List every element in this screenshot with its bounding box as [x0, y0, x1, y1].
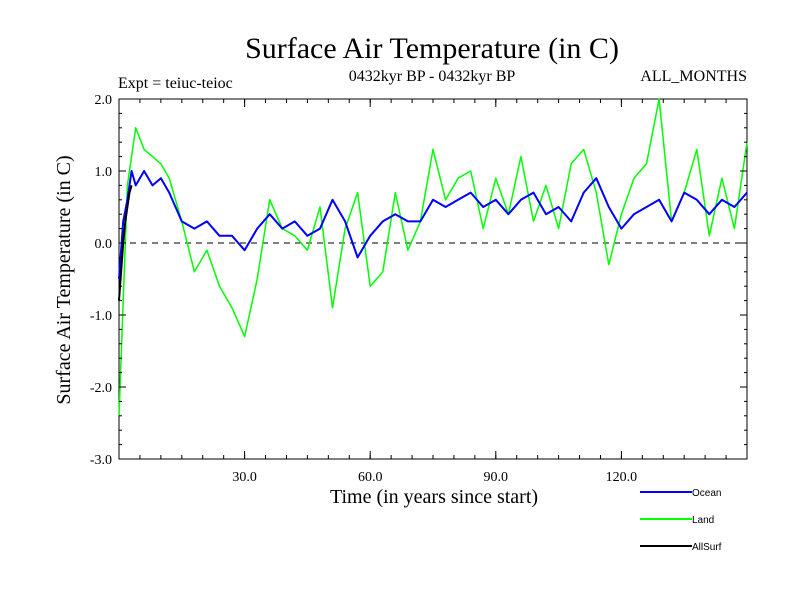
months-label: ALL_MONTHS	[640, 68, 747, 85]
x-tick-label: 60.0	[358, 470, 383, 485]
y-axis-label: Surface Air Temperature (in C)	[53, 155, 75, 404]
series-line-ocean	[118, 170, 748, 280]
legend-label-ocean: Ocean	[692, 488, 721, 499]
y-tick-label: 0.0	[95, 237, 113, 252]
series-layer	[118, 98, 748, 416]
x-tick-label: 30.0	[232, 470, 257, 485]
x-tick-label: 120.0	[606, 470, 638, 485]
y-tick-label: 1.0	[95, 165, 113, 180]
chart-title: Surface Air Temperature (in C)	[245, 32, 619, 65]
y-tick-label: 2.0	[95, 93, 113, 108]
series-line-land	[118, 98, 748, 416]
y-tick-label: -1.0	[90, 309, 112, 324]
x-tick-label: 90.0	[484, 470, 509, 485]
experiment-label: Expt = teiuc-teioc	[118, 75, 233, 92]
axis-layer: -3.0 -2.0 -1.0 0.0 1.0 2.0 30.0 60.0 90.0 120.0	[90, 93, 748, 485]
y-tick-label: -3.0	[90, 453, 112, 468]
y-tick-label: -2.0	[90, 381, 112, 396]
period-label: 0432kyr BP - 0432kyr BP	[349, 68, 516, 85]
legend: Ocean Land AllSurf	[640, 488, 722, 553]
legend-label-land: Land	[692, 515, 714, 526]
legend-label-allsurf: AllSurf	[692, 542, 722, 553]
x-axis-label: Time (in years since start)	[330, 486, 538, 508]
